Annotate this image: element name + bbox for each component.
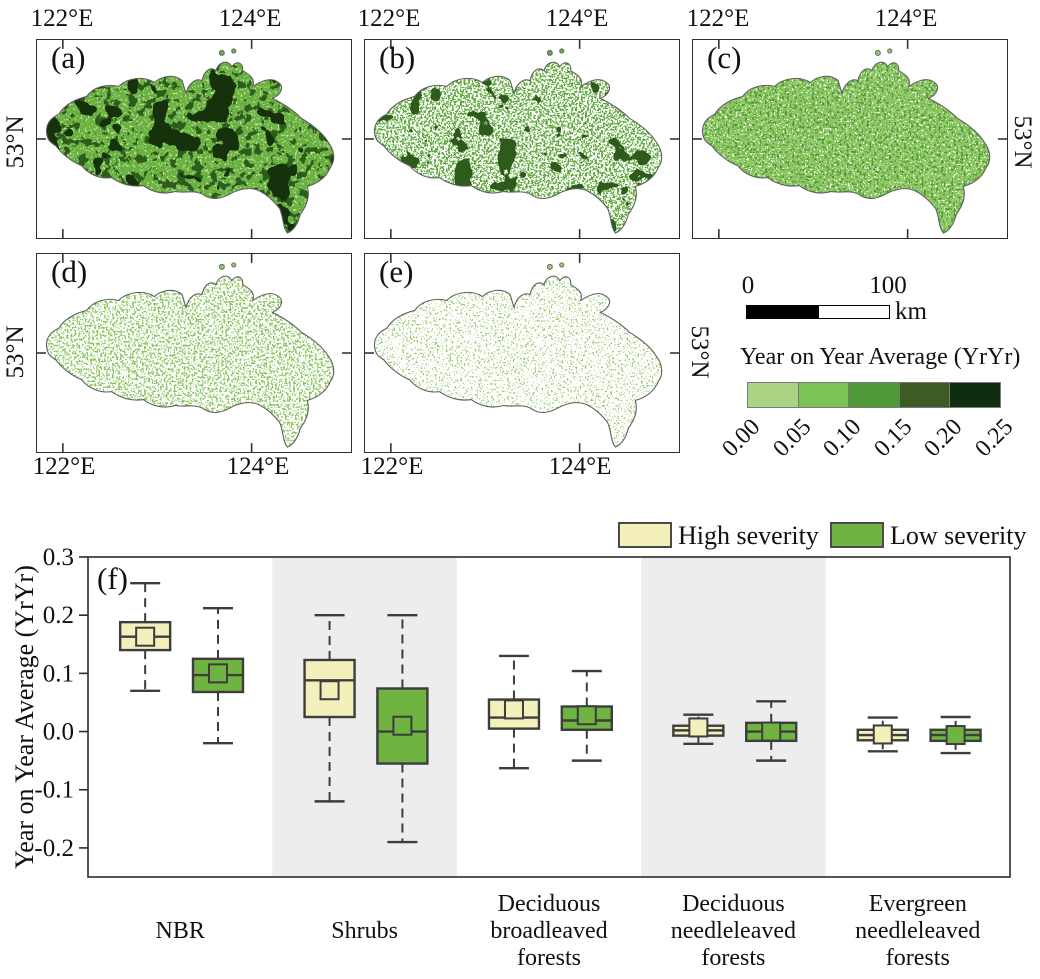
- lon-label-c1: 122°E: [686, 5, 750, 32]
- lon-label-c2: 124°E: [874, 5, 938, 32]
- y-tick-label: 0.3: [43, 544, 74, 571]
- category-shade-band: [641, 557, 826, 877]
- colorbar-tick-label: 0.00: [717, 414, 766, 463]
- map-panel-d: (d): [36, 253, 352, 453]
- map-raster-a: [37, 40, 351, 238]
- map-panel-e: (e): [364, 253, 680, 453]
- category-label: forests: [517, 945, 581, 971]
- category-label: forests: [701, 945, 765, 971]
- category-label: needleleaved: [671, 918, 796, 944]
- y-tick-label: 0.0: [43, 719, 74, 746]
- colorbar-cell: [747, 382, 799, 408]
- lon-label-d2: 124°E: [226, 453, 290, 480]
- box-high-4: [856, 716, 909, 753]
- lon-label-b2: 124°E: [545, 5, 609, 32]
- colorbar-cell: [797, 382, 850, 408]
- colorbar-cell: [949, 382, 1001, 408]
- legend-label-high: High severity: [678, 521, 819, 550]
- colorbar-cell: [848, 382, 900, 408]
- panel-label-c: (c): [707, 40, 742, 75]
- category-label: Deciduous: [682, 891, 785, 917]
- lat-label-row2-left: 53°N: [2, 325, 29, 379]
- scalebar-black-segment: [746, 305, 819, 319]
- y-axis-label: Year on Year Average (YrYr): [10, 565, 39, 869]
- lon-label-d1: 122°E: [32, 453, 96, 480]
- category-label: NBR: [156, 918, 205, 944]
- map-panel-a: (a): [36, 39, 352, 239]
- colorbar-tick-label: 0.25: [970, 414, 1019, 463]
- box-low-0: [191, 606, 245, 745]
- box-low-3: [745, 700, 798, 762]
- box-high-3: [672, 713, 725, 745]
- y-tick-label: -0.2: [34, 835, 74, 862]
- legend-swatch-low: [830, 522, 884, 548]
- legend-label-low: Low severity: [890, 521, 1026, 550]
- lat-label-row1-right: 53°N: [1009, 115, 1036, 169]
- boxplot-frame: [87, 556, 1011, 878]
- map-raster-c: [693, 40, 1007, 238]
- box-low-4: [929, 715, 982, 755]
- colorbar-legend: Year on Year Average (YrYr) 0.00 0.05 0.10…: [717, 344, 1040, 464]
- scalebar-hundred-label: 100: [869, 272, 907, 299]
- category-label: Evergreen: [869, 891, 967, 917]
- y-tick-label: 0.2: [43, 602, 74, 629]
- panel-label-b: (b): [379, 40, 416, 75]
- panel-label-f: (f): [97, 561, 128, 596]
- category-label: broadleaved: [490, 918, 607, 944]
- y-tick-label: -0.1: [34, 777, 74, 804]
- category-label: Deciduous: [498, 891, 601, 917]
- scalebar-zero-label: 0: [741, 272, 755, 299]
- box-low-1: [376, 613, 429, 844]
- map-raster-d: [37, 254, 351, 452]
- colorbar-cells: [747, 382, 1001, 408]
- panel-label-e: (e): [379, 254, 414, 289]
- legend-swatch-high: [618, 522, 672, 548]
- map-panel-c: (c): [692, 39, 1008, 239]
- colorbar-title: Year on Year Average (YrYr): [740, 344, 1021, 370]
- map-panel-b: (b): [364, 39, 680, 239]
- lat-label-row2-right: 53°N: [686, 325, 713, 379]
- category-shade-band: [272, 557, 457, 877]
- lon-label-a2: 124°E: [218, 5, 282, 32]
- lon-label-a1: 122°E: [30, 5, 94, 32]
- category-label: Shrubs: [331, 918, 398, 944]
- scalebar-white-segment: [818, 305, 890, 319]
- category-label: needleleaved: [855, 918, 980, 944]
- box-low-2: [560, 669, 614, 762]
- panel-label-a: (a): [51, 40, 86, 75]
- scale-bar: 0 100 km: [740, 270, 1030, 330]
- lat-label-row1-left: 53°N: [2, 115, 29, 169]
- colorbar-cell: [898, 382, 951, 408]
- scalebar-unit-label: km: [895, 298, 927, 325]
- box-high-0: [118, 581, 172, 693]
- lon-label-e1: 122°E: [360, 453, 424, 480]
- lon-label-b1: 122°E: [357, 5, 421, 32]
- lon-label-e2: 124°E: [548, 453, 612, 480]
- box-high-1: [303, 613, 356, 803]
- box-high-2: [487, 654, 541, 770]
- category-label: forests: [886, 945, 950, 971]
- y-tick-label: 0.1: [43, 660, 74, 687]
- map-raster-e: [365, 254, 679, 452]
- panel-label-d: (d): [51, 254, 88, 289]
- map-raster-b: [365, 40, 679, 238]
